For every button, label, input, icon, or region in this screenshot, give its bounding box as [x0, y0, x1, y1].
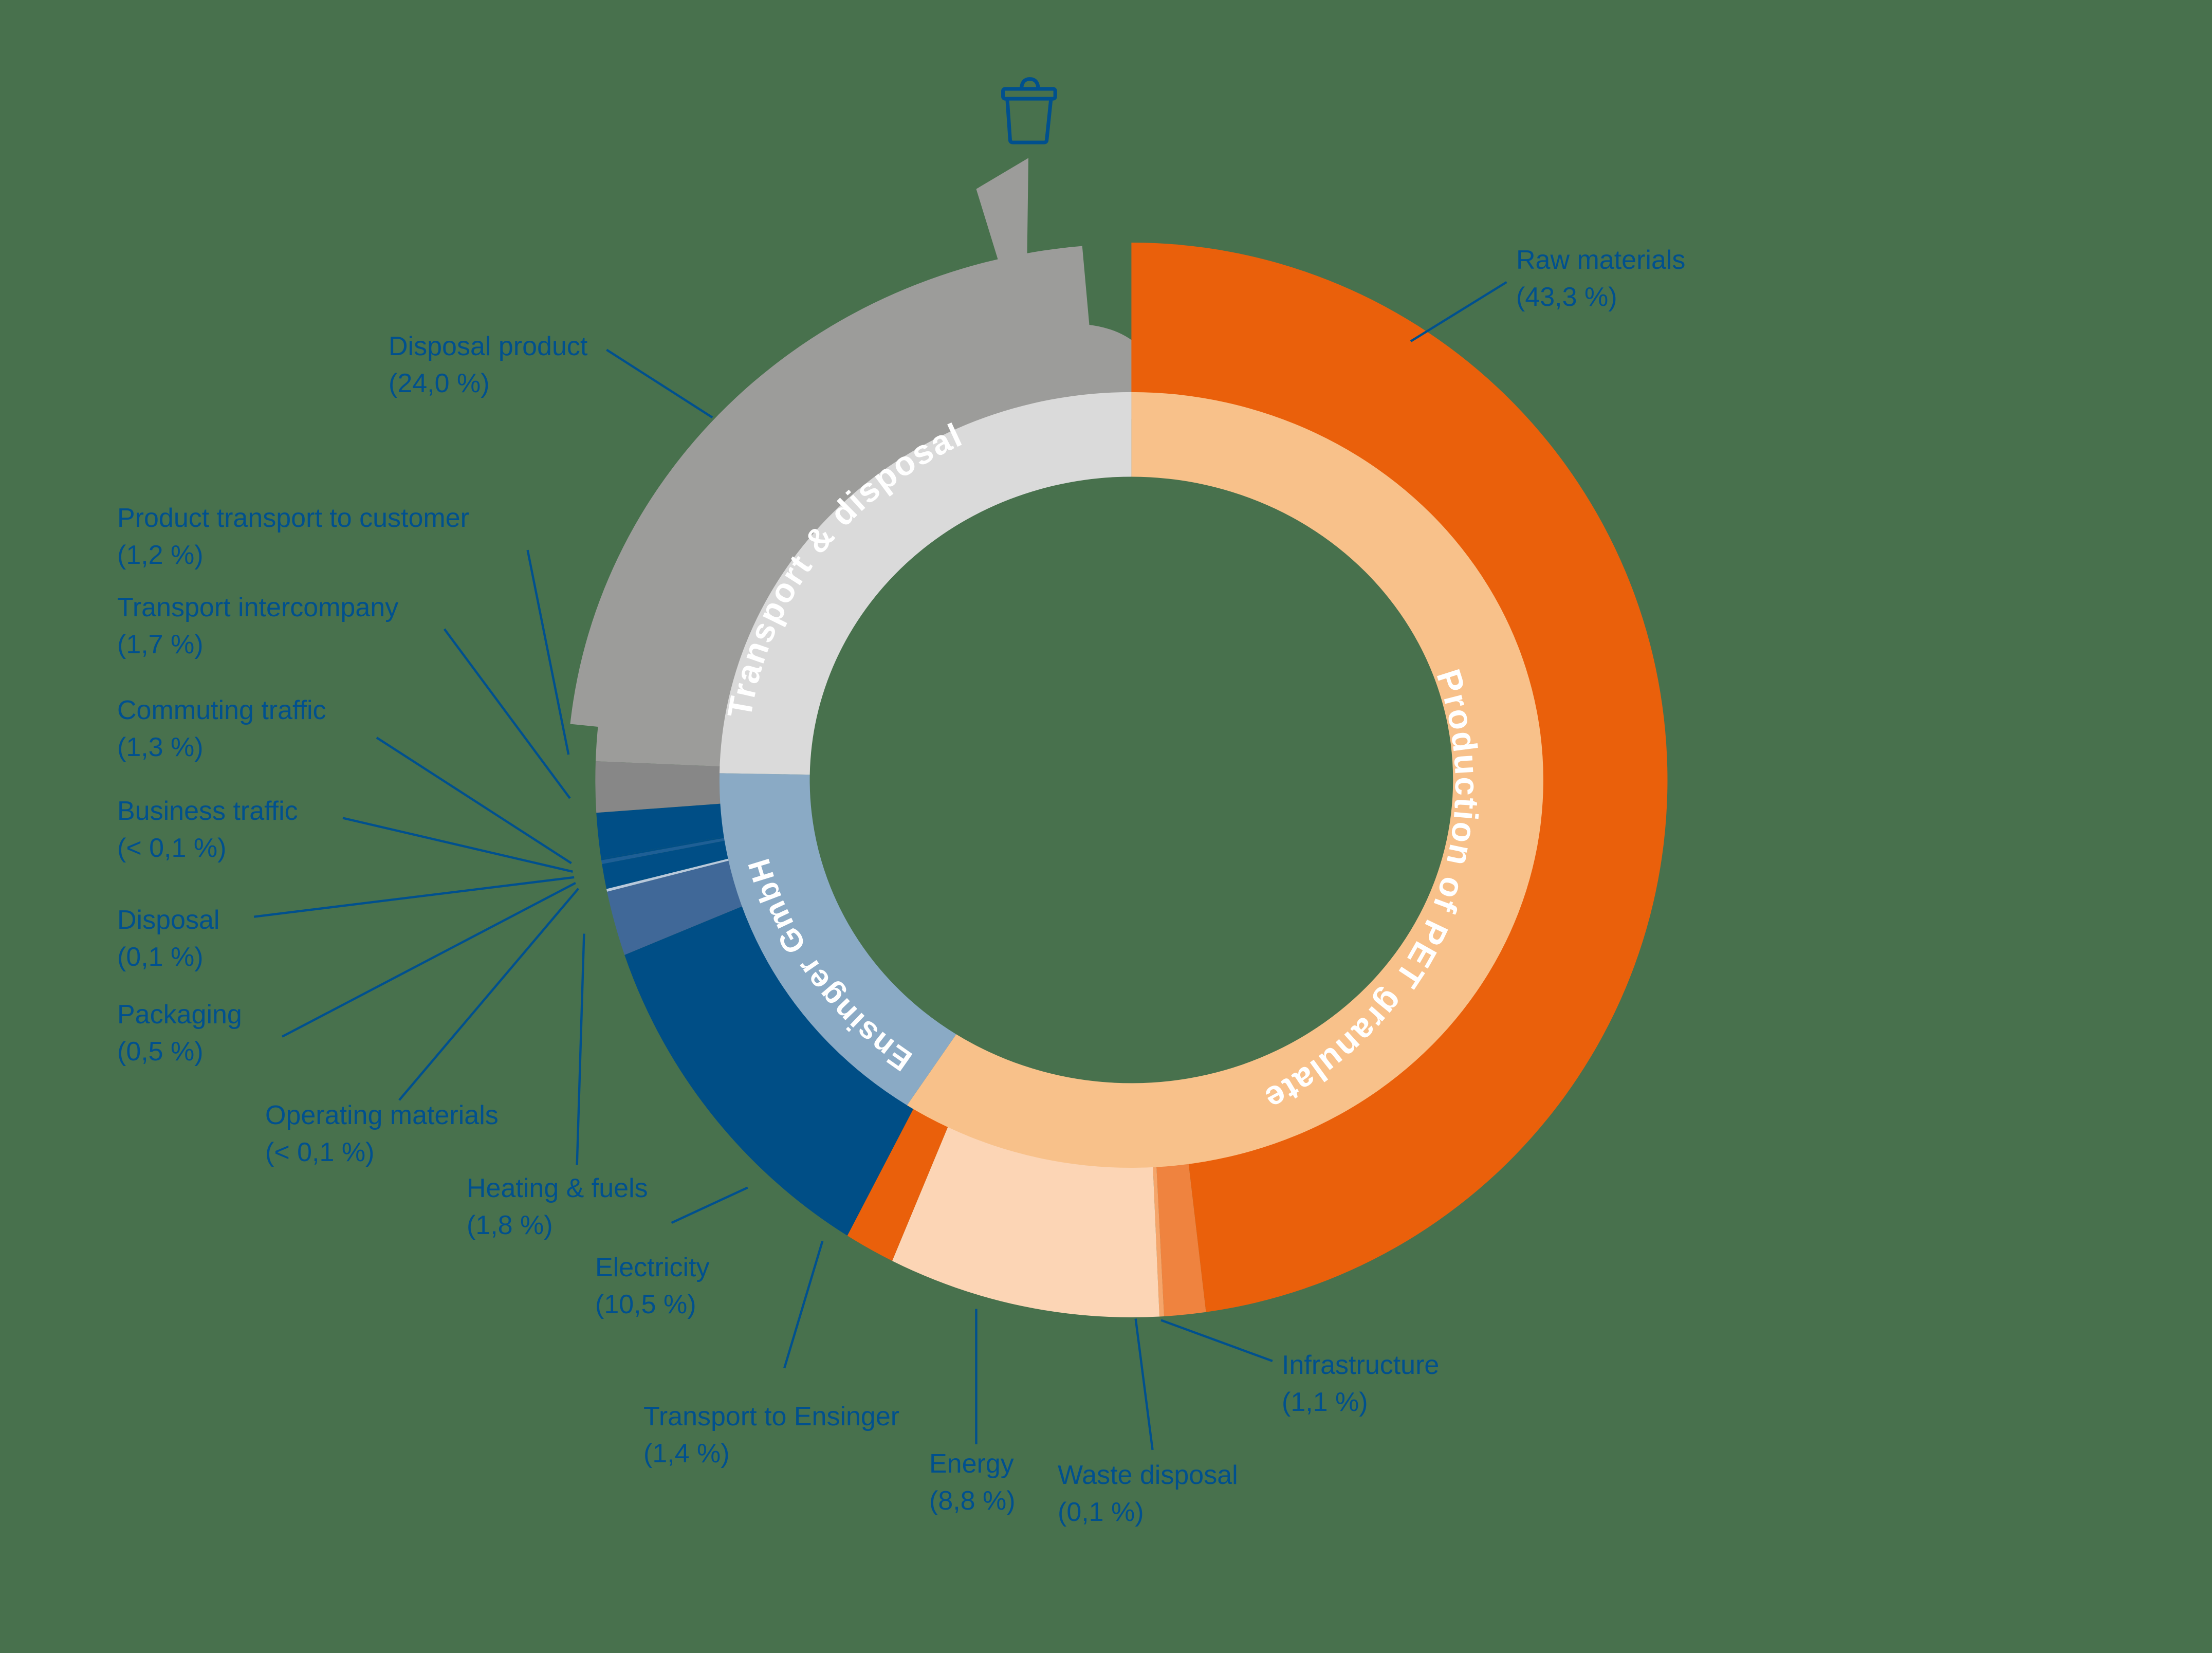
- label-electricity: Electricity (10,5 %): [595, 1249, 709, 1323]
- label-value: (< 0,1 %): [117, 833, 227, 863]
- trash-bin-icon: [1001, 77, 1057, 144]
- label-packaging: Packaging (0,5 %): [117, 996, 242, 1070]
- label-name: Transport intercompany: [117, 593, 399, 622]
- segment-infrastructure: [1156, 1161, 1206, 1316]
- label-energy: Energy (8,8 %): [929, 1445, 1016, 1519]
- label-name: Electricity: [595, 1253, 710, 1282]
- label-value: (1,3 %): [117, 732, 204, 762]
- label-infrastructure: Infrastructure (1,1 %): [1282, 1347, 1439, 1421]
- segment-electricity: [624, 905, 915, 1236]
- label-heating: Heating & fuels (1,8 %): [467, 1170, 648, 1244]
- segment-heating-fuels: [607, 860, 745, 955]
- label-name: Infrastructure: [1282, 1350, 1440, 1380]
- label-name: Packaging: [117, 1000, 242, 1030]
- label-value: (1,7 %): [117, 630, 204, 659]
- label-value: (43,3 %): [1516, 282, 1617, 312]
- label-name: Product transport to customer: [117, 503, 469, 533]
- label-value: (1,8 %): [467, 1210, 553, 1240]
- label-value: (0,5 %): [117, 1037, 204, 1067]
- outer-ring: [570, 242, 1668, 1317]
- label-name: Commuting traffic: [117, 695, 326, 725]
- segment-product-transport-to-customer: [595, 724, 725, 767]
- label-transport-ensinger: Transport to Ensinger (1,4 %): [643, 1398, 899, 1472]
- label-value: (0,1 %): [117, 942, 204, 972]
- label-name: Raw materials: [1516, 245, 1686, 275]
- leader-lines: [253, 281, 1507, 1450]
- label-disposal-product: Disposal product (24,0 %): [389, 328, 587, 402]
- segment-energy: [892, 1124, 1159, 1317]
- label-name: Heating & fuels: [467, 1173, 648, 1203]
- label-value: (24,0 %): [389, 369, 490, 398]
- label-waste: Waste disposal (0,1 %): [1058, 1457, 1238, 1531]
- inner-segment-production-of-pet-granulate: [907, 392, 1543, 1168]
- inner-segment-transport-disposal: [720, 392, 1132, 775]
- label-disposal: Disposal (0,1 %): [117, 902, 219, 976]
- segment-disposal-product: [570, 246, 1096, 740]
- label-value: (1,2 %): [117, 540, 204, 570]
- label-raw-materials: Raw materials (43,3 %): [1516, 242, 1685, 316]
- label-value: (0,1 %): [1058, 1497, 1144, 1527]
- label-name: Operating materials: [265, 1100, 499, 1130]
- segment-commuting-traffic: [596, 803, 727, 859]
- segment-disposal: [601, 837, 728, 864]
- segment-business-traffic: [601, 836, 727, 860]
- inner-ring: [719, 392, 1543, 1168]
- segment-transport-to-ensinger: [847, 1106, 949, 1261]
- label-value: (1,4 %): [643, 1439, 730, 1468]
- segment-raw-materials: [1131, 242, 1668, 1312]
- label-operating: Operating materials (< 0,1 %): [265, 1097, 499, 1171]
- segment-operating-materials: [606, 858, 731, 892]
- label-name: Transport to Ensinger: [643, 1402, 900, 1431]
- label-value: (10,5 %): [595, 1290, 696, 1319]
- label-value: (8,8 %): [929, 1486, 1016, 1516]
- label-value: (< 0,1 %): [265, 1137, 375, 1167]
- segment-transport-intercompany: [595, 761, 723, 813]
- label-name: Disposal product: [389, 332, 588, 361]
- segment-waste-disposal: [1153, 1164, 1165, 1317]
- segment-packaging: [602, 840, 731, 889]
- inner-segment-ensinger-gmbh: [719, 773, 956, 1106]
- label-transport-intercompany: Transport intercompany (1,7 %): [117, 589, 398, 663]
- label-business: Business traffic (< 0,1 %): [117, 793, 298, 867]
- label-name: Disposal: [117, 905, 220, 935]
- label-name: Waste disposal: [1058, 1460, 1238, 1490]
- label-product-transport: Product transport to customer (1,2 %): [117, 500, 469, 574]
- label-commuting: Commuting traffic (1,3 %): [117, 692, 326, 766]
- label-name: Energy: [929, 1449, 1014, 1479]
- label-value: (1,1 %): [1282, 1387, 1368, 1417]
- label-name: Business traffic: [117, 796, 298, 826]
